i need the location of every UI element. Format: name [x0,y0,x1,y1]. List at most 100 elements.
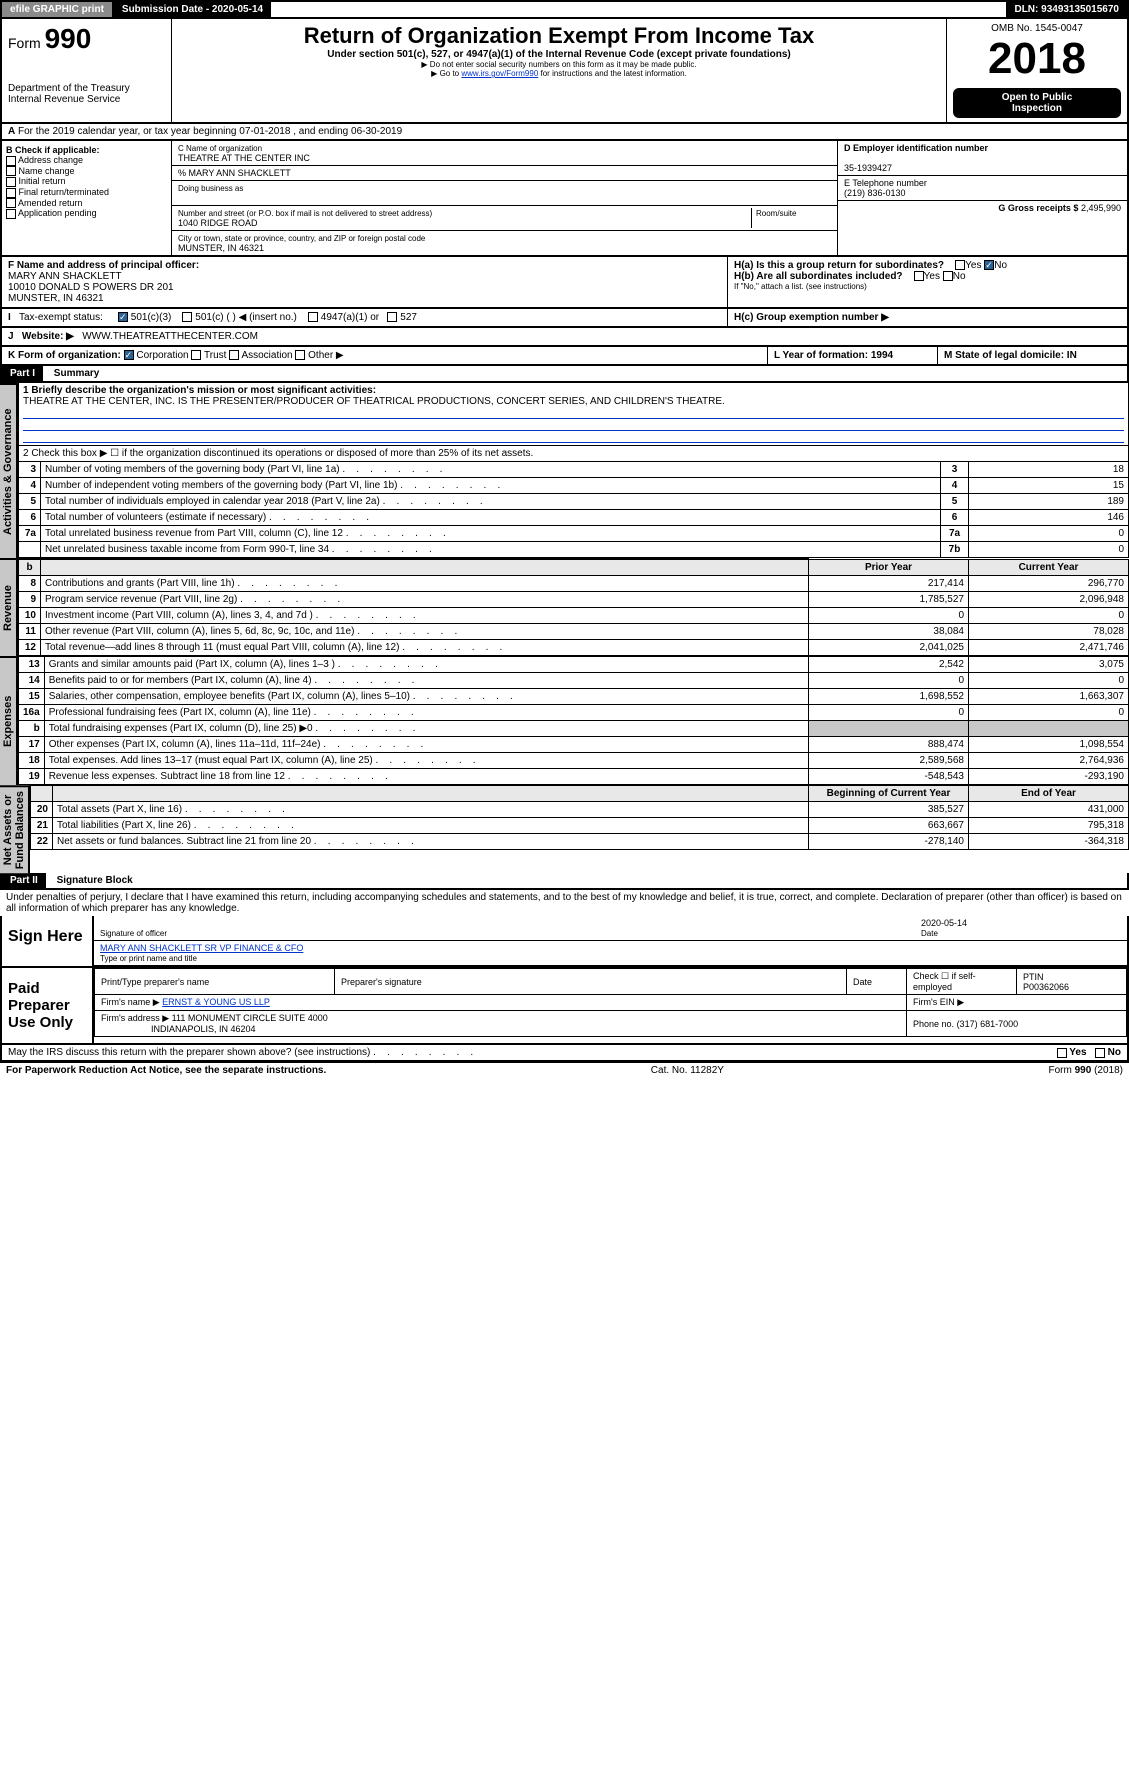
line-number: 14 [19,673,45,689]
discuss-yes-label: Yes [1069,1047,1086,1058]
discuss-no-checkbox[interactable] [1095,1048,1105,1058]
line-number: 21 [31,818,53,834]
prior-value: 0 [809,705,969,721]
prior-value: -548,543 [809,769,969,785]
period-row: A For the 2019 calendar year, or tax yea… [0,124,1129,141]
Hc-label: H(c) Group exemption number ▶ [734,312,889,323]
form-subtitle: Under section 501(c), 527, or 4947(a)(1)… [180,49,938,60]
address-change-label: Address change [18,155,83,165]
line-box: 7b [941,542,969,558]
firm-ein-label: Firm's EIN ▶ [907,995,1127,1011]
501c3-checkbox[interactable] [118,312,128,322]
current-value: 431,000 [969,802,1129,818]
care-of: % MARY ANN SHACKLETT [178,168,291,178]
prior-value: 0 [809,673,969,689]
current-value: -293,190 [969,769,1129,785]
current-value: 1,098,554 [969,737,1129,753]
boxF-label: F Name and address of principal officer: [8,260,199,271]
trust-checkbox[interactable] [191,350,201,360]
form-footer: Form 990 (2018) [1049,1065,1123,1076]
application-pending-checkbox[interactable] [6,209,16,219]
org-name: THEATRE AT THE CENTER INC [178,153,310,163]
perjury-statement: Under penalties of perjury, I declare th… [0,890,1129,916]
line-text: Net assets or fund balances. Subtract li… [53,834,809,850]
sig-date: 2020-05-14 [921,918,967,928]
part1-title: Summary [46,368,100,379]
line-number: 13 [19,657,45,673]
firm-addr: 111 MONUMENT CIRCLE SUITE 4000 [172,1013,328,1023]
prior-value [809,721,969,737]
line-text: Number of independent voting members of … [41,478,941,494]
form-title: Return of Organization Exempt From Incom… [180,23,938,49]
501c-checkbox[interactable] [182,312,192,322]
signature-block: Sign Here Signature of officer 2020-05-1… [0,916,1129,1045]
Hb-yes-checkbox[interactable] [914,271,924,281]
line-value: 189 [969,494,1129,510]
tax-exempt-label: Tax-exempt status: [19,312,103,323]
part2-title: Signature Block [49,875,133,886]
527-checkbox[interactable] [387,312,397,322]
firm-phone-label: Phone no. [913,1019,954,1029]
col-prior: Prior Year [809,559,969,576]
line-text: Total assets (Part X, line 16) [53,802,809,818]
line-text: Other expenses (Part IX, column (A), lin… [44,737,808,753]
line-number: 3 [19,462,41,478]
paid-preparer-label: Paid Preparer Use Only [2,968,92,1043]
line-text: Total expenses. Add lines 13–17 (must eq… [44,753,808,769]
other-checkbox[interactable] [295,350,305,360]
current-value: 2,096,948 [969,592,1129,608]
association-label: Association [241,350,292,361]
amended-return-checkbox[interactable] [6,198,16,208]
corporation-checkbox[interactable] [124,350,134,360]
officer-group-row: F Name and address of principal officer:… [0,257,1129,309]
current-value: 3,075 [969,657,1129,673]
prior-value: -278,140 [809,834,969,850]
address-change-checkbox[interactable] [6,156,16,166]
line-text: Salaries, other compensation, employee b… [44,689,808,705]
top-bar: efile GRAPHIC print Submission Date - 20… [0,0,1129,19]
prior-value: 663,667 [809,818,969,834]
website-label: Website: ▶ [22,331,74,342]
firm-name-label: Firm's name ▶ [101,997,160,1007]
efile-print-button[interactable]: efile GRAPHIC print [2,2,114,17]
line-number: 18 [19,753,45,769]
entity-block: B Check if applicable: Address change Na… [0,141,1129,257]
street-address: 1040 RIDGE ROAD [178,218,258,228]
association-checkbox[interactable] [229,350,239,360]
vlabel-ag: Activities & Governance [0,383,18,558]
dba-label: Doing business as [178,184,243,193]
prior-value: 1,698,552 [809,689,969,705]
Ha-no-checkbox[interactable] [984,260,994,270]
trust-label: Trust [204,350,226,361]
line-number: 8 [19,576,41,592]
line-text: Total number of volunteers (estimate if … [41,510,941,526]
amended-return-label: Amended return [18,198,83,208]
ssn-note: Do not enter social security numbers on … [180,60,938,69]
officer-name-link[interactable]: MARY ANN SHACKLETT SR VP FINANCE & CFO [100,943,303,953]
irs-link[interactable]: www.irs.gov/Form990 [461,69,538,78]
prior-value: 0 [809,608,969,624]
Hb-note: If "No," attach a list. (see instruction… [734,282,1121,291]
firm-name-link[interactable]: ERNST & YOUNG US LLP [162,997,270,1007]
line-number: 20 [31,802,53,818]
Hb-no-checkbox[interactable] [943,271,953,281]
name-title-label: Type or print name and title [100,954,197,963]
boxE-label: E Telephone number [844,178,927,188]
name-change-label: Name change [19,166,75,176]
year-formation: L Year of formation: 1994 [774,350,893,361]
discuss-yes-checkbox[interactable] [1057,1048,1067,1058]
section-activities-governance: Activities & Governance 1 Briefly descri… [0,383,1129,558]
tax-year: 2018 [953,34,1121,84]
prior-value: 2,542 [809,657,969,673]
4947-checkbox[interactable] [308,312,318,322]
line-text: Total unrelated business revenue from Pa… [41,526,941,542]
initial-return-checkbox[interactable] [6,177,16,187]
final-return-checkbox[interactable] [6,188,16,198]
room-label: Room/suite [756,209,796,218]
Ha-label: H(a) Is this a group return for subordin… [734,260,944,271]
Ha-yes-checkbox[interactable] [955,260,965,270]
part1-header: Part I Summary [0,366,1129,383]
line-text: Total revenue—add lines 8 through 11 (mu… [41,640,809,656]
line-number: 9 [19,592,41,608]
name-change-checkbox[interactable] [6,166,16,176]
